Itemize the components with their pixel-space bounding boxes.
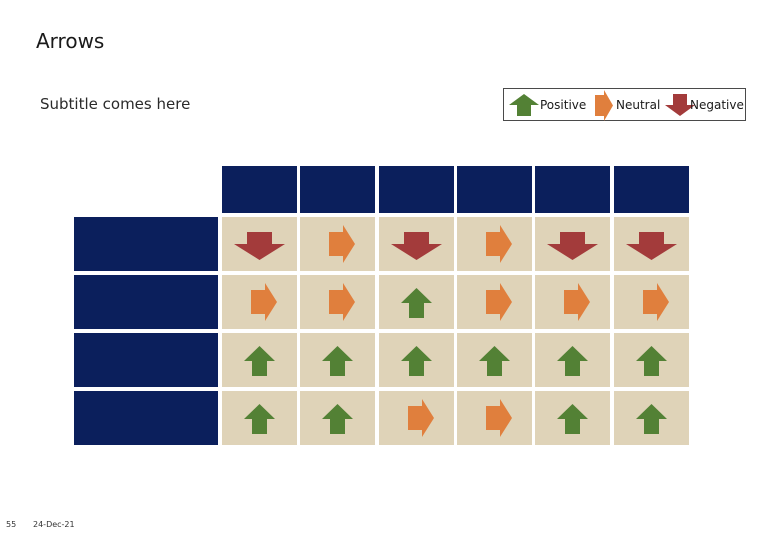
grid-cell xyxy=(457,391,532,445)
positive-arrow-icon xyxy=(244,346,275,376)
grid-cell xyxy=(457,275,532,329)
grid-cell xyxy=(535,391,610,445)
negative-arrow-icon xyxy=(234,232,285,260)
neutral-arrow-icon xyxy=(643,283,669,321)
positive-arrow-icon xyxy=(557,346,588,376)
grid-cell xyxy=(222,217,297,271)
neutral-arrow-icon xyxy=(486,225,512,263)
grid-cell xyxy=(614,333,689,387)
neutral-arrow-icon xyxy=(486,399,512,437)
grid-cell xyxy=(379,391,454,445)
page-title: Arrows xyxy=(36,29,105,53)
neutral-arrow-icon xyxy=(486,283,512,321)
grid-cell xyxy=(222,391,297,445)
grid-cell xyxy=(457,217,532,271)
positive-arrow-icon xyxy=(322,404,353,434)
neutral-arrow-icon xyxy=(595,90,613,121)
negative-arrow-icon xyxy=(391,232,442,260)
grid-cell xyxy=(379,275,454,329)
grid-cell xyxy=(535,275,610,329)
grid-cell xyxy=(379,333,454,387)
legend-label-negative: Negative xyxy=(690,98,744,112)
neutral-arrow-icon xyxy=(329,283,355,321)
column-header xyxy=(300,166,375,213)
neutral-arrow-icon xyxy=(564,283,590,321)
positive-arrow-icon xyxy=(509,94,539,116)
positive-arrow-icon xyxy=(636,346,667,376)
page-number: 55 xyxy=(6,520,17,529)
neutral-arrow-icon xyxy=(408,399,434,437)
grid-cell xyxy=(222,333,297,387)
positive-arrow-icon xyxy=(244,404,275,434)
positive-arrow-icon xyxy=(322,346,353,376)
grid-cell xyxy=(457,333,532,387)
grid-cell xyxy=(300,217,375,271)
grid-cell xyxy=(300,391,375,445)
grid-cell xyxy=(379,217,454,271)
column-header xyxy=(614,166,689,213)
grid-cell xyxy=(614,217,689,271)
row-header xyxy=(74,275,218,329)
column-header xyxy=(457,166,532,213)
column-header xyxy=(535,166,610,213)
grid-cell xyxy=(614,275,689,329)
negative-arrow-icon xyxy=(626,232,677,260)
legend: Positive Neutral Negative xyxy=(503,88,746,121)
grid-cell xyxy=(300,333,375,387)
page-subtitle: Subtitle comes here xyxy=(40,95,191,113)
positive-arrow-icon xyxy=(557,404,588,434)
column-header xyxy=(222,166,297,213)
negative-arrow-icon xyxy=(547,232,598,260)
column-header xyxy=(379,166,454,213)
positive-arrow-icon xyxy=(401,288,432,318)
negative-arrow-icon xyxy=(665,94,695,116)
legend-label-positive: Positive xyxy=(540,98,587,112)
grid-cell xyxy=(222,275,297,329)
neutral-arrow-icon xyxy=(251,283,277,321)
row-header xyxy=(74,391,218,445)
neutral-arrow-icon xyxy=(329,225,355,263)
grid-cell xyxy=(614,391,689,445)
grid-cell xyxy=(300,275,375,329)
positive-arrow-icon xyxy=(636,404,667,434)
footer-date: 24-Dec-21 xyxy=(33,520,75,529)
row-header xyxy=(74,333,218,387)
grid-cell xyxy=(535,217,610,271)
row-header xyxy=(74,217,218,271)
positive-arrow-icon xyxy=(401,346,432,376)
positive-arrow-icon xyxy=(479,346,510,376)
legend-label-neutral: Neutral xyxy=(616,98,661,112)
grid-cell xyxy=(535,333,610,387)
